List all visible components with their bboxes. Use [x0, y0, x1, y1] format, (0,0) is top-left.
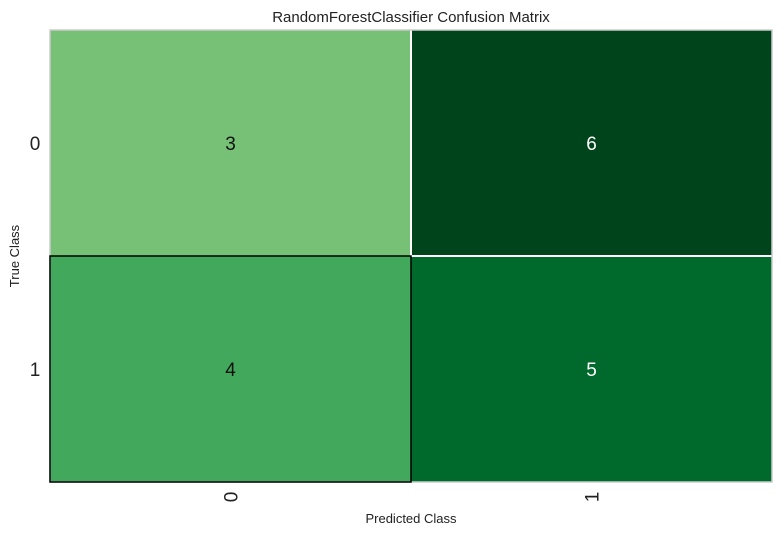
cell-value-label: 5: [586, 360, 597, 381]
chart-title: RandomForestClassifier Confusion Matrix: [272, 9, 550, 26]
heatmap-cell: [50, 30, 411, 256]
y-axis-label: True Class: [7, 224, 22, 287]
cell-value-label: 4: [225, 360, 236, 381]
heatmap-cell: [411, 256, 772, 482]
y-tick-label: 1: [30, 360, 41, 381]
y-tick-label: 0: [30, 134, 41, 155]
y-tick-labels: 01: [30, 134, 41, 381]
cell-value-label: 3: [225, 134, 236, 155]
cell-outline: [49, 255, 412, 483]
cell-value-label: 6: [586, 134, 597, 155]
x-axis-label: Predicted Class: [365, 511, 457, 526]
x-tick-label: 1: [583, 492, 604, 503]
cell-value-labels: 3 6 4 5: [49, 134, 597, 483]
x-tick-label: 0: [222, 492, 243, 503]
heatmap-cell: [50, 256, 411, 482]
heatmap-cell: [411, 30, 772, 256]
heatmap-cells: [50, 30, 772, 482]
